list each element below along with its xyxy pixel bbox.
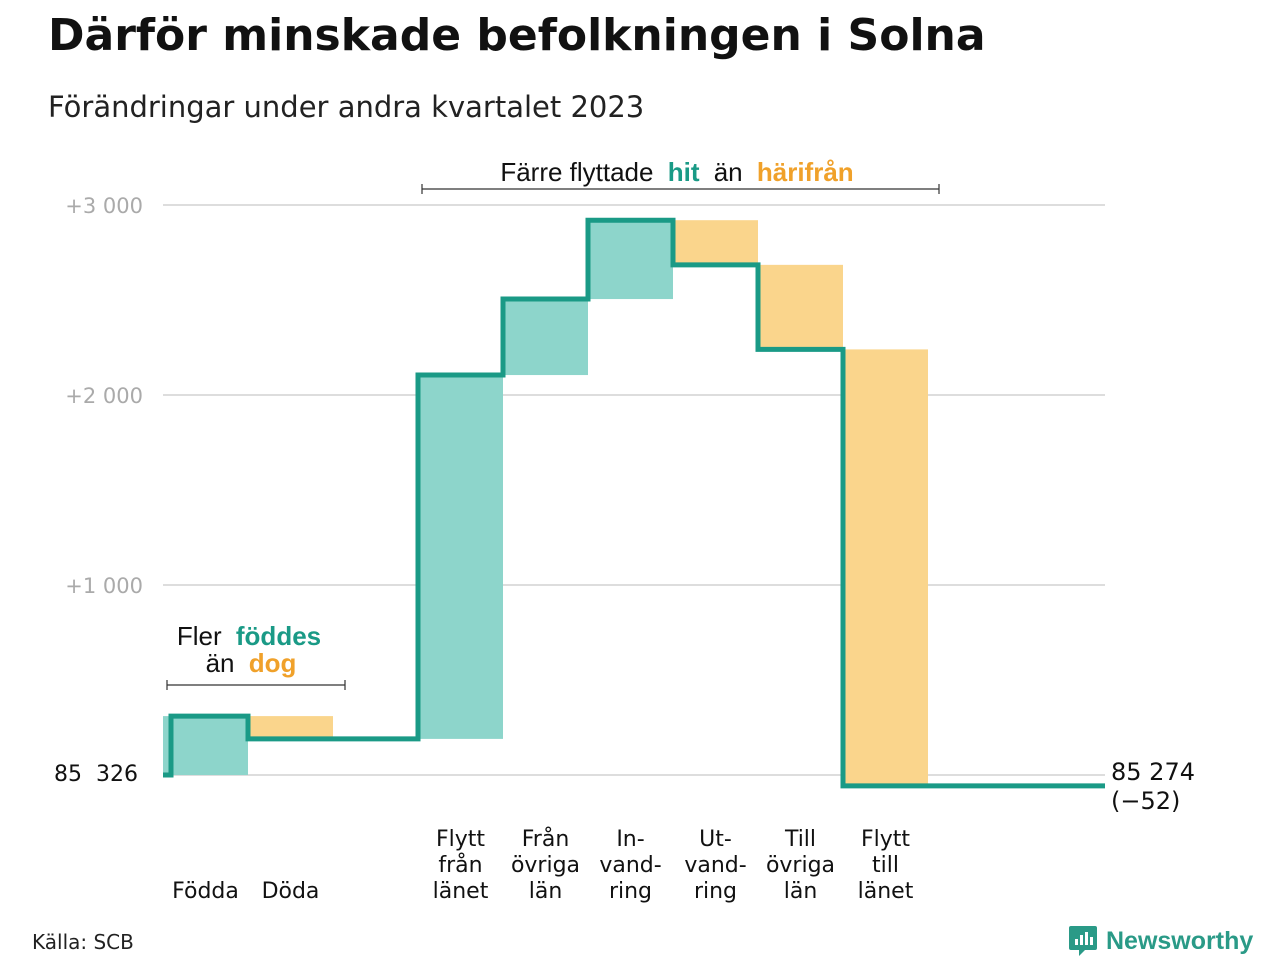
births-annotation: Fler föddes än dog bbox=[166, 621, 346, 690]
category-label: ring bbox=[694, 879, 737, 904]
line-layer bbox=[163, 217, 1105, 789]
category-label: övriga bbox=[511, 853, 580, 878]
migration-harifran: härifrån bbox=[757, 157, 854, 187]
category-label: Flytt bbox=[436, 827, 485, 852]
category-label: län bbox=[529, 879, 563, 904]
category-label: ring bbox=[609, 879, 652, 904]
category-label: övriga bbox=[766, 853, 835, 878]
migration-annotation: Färre flyttade hit än härifrån bbox=[421, 157, 940, 194]
brand-logo: Newsworthy bbox=[1068, 924, 1253, 958]
end-change-label: (−52) bbox=[1111, 787, 1180, 815]
category-label: vand- bbox=[599, 853, 661, 878]
chart-subtitle: Förändringar under andra kvartalet 2023 bbox=[48, 90, 645, 124]
category-label: till bbox=[872, 853, 899, 878]
baseline-label: 85 326 bbox=[54, 762, 138, 787]
bar-födda bbox=[163, 716, 248, 775]
end-value-label: 85 274 bbox=[1111, 758, 1195, 786]
category-label: Flytt bbox=[861, 827, 910, 852]
brand-name: Newsworthy bbox=[1106, 926, 1254, 955]
y-tick-label: +3 000 bbox=[65, 194, 143, 218]
category-label: Ut- bbox=[699, 827, 732, 852]
source-note: Källa: SCB bbox=[32, 930, 134, 954]
y-tick-label: +2 000 bbox=[65, 384, 143, 408]
category-label: länet bbox=[858, 879, 914, 904]
bar-till-övriga-län bbox=[758, 264, 843, 350]
category-label: In- bbox=[616, 827, 644, 852]
svg-text:Fler föddes: Fler föddes bbox=[177, 621, 321, 651]
bar-från-övriga-län bbox=[503, 299, 588, 376]
grid-layer: +1 000 +2 000 +3 000 bbox=[65, 194, 1105, 776]
newsworthy-logo-icon bbox=[1069, 926, 1097, 956]
migration-prefix: Färre flyttade bbox=[500, 157, 653, 187]
bar-flytt-till-länet bbox=[843, 349, 928, 786]
svg-text:Färre flyttade hit: Färre flyttade hit än härifrån bbox=[500, 157, 853, 187]
bar-ut--vand--ring bbox=[673, 220, 758, 265]
category-label: Till bbox=[784, 827, 816, 852]
births-middle: än bbox=[206, 648, 235, 678]
births-foddes: föddes bbox=[236, 621, 321, 651]
migration-hit: hit bbox=[668, 157, 700, 187]
bar-flytt-från-länet bbox=[418, 375, 503, 739]
category-label: Födda bbox=[172, 879, 239, 904]
category-label: län bbox=[784, 879, 818, 904]
category-label: vand- bbox=[684, 853, 746, 878]
category-label: Från bbox=[522, 826, 570, 852]
population-step-line bbox=[163, 217, 1105, 789]
category-label: länet bbox=[433, 879, 489, 904]
bar-in--vand--ring bbox=[588, 220, 673, 300]
category-label: från bbox=[438, 852, 482, 878]
label-layer: Födda DödaFlyttfrånlänetFrånövrigalänIn-v… bbox=[172, 826, 914, 904]
chart-title: Därför minskade befolkningen i Solna bbox=[48, 10, 986, 61]
category-label: Döda bbox=[262, 879, 320, 904]
births-prefix: Fler bbox=[177, 621, 222, 651]
migration-middle: än bbox=[714, 157, 743, 187]
bar-döda bbox=[248, 716, 333, 739]
bar-layer bbox=[163, 220, 928, 786]
y-tick-label: +1 000 bbox=[65, 574, 143, 598]
svg-text:än dog: än dog bbox=[206, 648, 297, 678]
births-dog: dog bbox=[249, 648, 297, 678]
